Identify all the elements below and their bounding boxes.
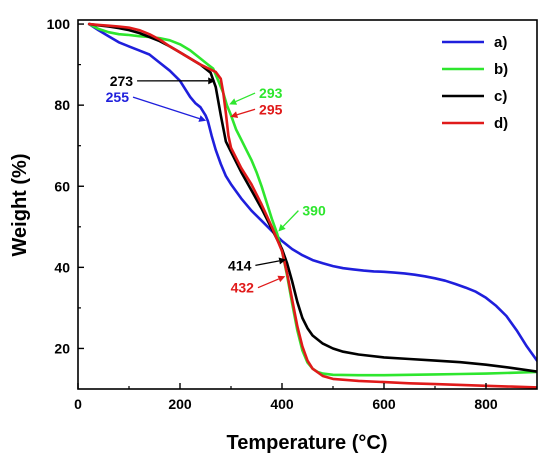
annotation-arrowhead-414 bbox=[278, 257, 287, 265]
annotation-arrowhead-390 bbox=[278, 223, 286, 232]
legend-label-c: c) bbox=[494, 88, 507, 105]
annotation-arrowhead-295 bbox=[230, 111, 239, 119]
annotation-arrow-432 bbox=[257, 278, 280, 289]
plot-frame bbox=[77, 19, 538, 390]
legend: a) b) c) d) bbox=[442, 34, 508, 132]
y-tick-label: 20 bbox=[54, 340, 70, 356]
y-axis-title: Weight (%) bbox=[9, 154, 31, 257]
series-line-c bbox=[87, 22, 537, 373]
annotation-arrowhead-432 bbox=[277, 275, 286, 283]
y-tick-label: 60 bbox=[54, 178, 70, 194]
annotation-arrowhead-255 bbox=[198, 115, 207, 122]
x-axis-title: Temperature (°C) bbox=[227, 432, 388, 454]
series-layer bbox=[87, 22, 537, 389]
annotation-label-293: 293 bbox=[259, 85, 283, 101]
x-tick-label: 200 bbox=[168, 396, 192, 412]
legend-label-d: d) bbox=[494, 115, 508, 132]
annotation-arrowhead-273 bbox=[208, 77, 216, 85]
axes-layer: 0 200 400 600 800 20 40 60 80 100 bbox=[47, 16, 498, 412]
series-line-b bbox=[87, 22, 537, 377]
y-tick-label: 80 bbox=[54, 97, 70, 113]
legend-label-b: b) bbox=[494, 61, 508, 78]
annotation-label-255: 255 bbox=[106, 89, 130, 105]
legend-label-a: a) bbox=[494, 34, 507, 51]
annotation-label-273: 273 bbox=[110, 73, 134, 89]
y-tick-label: 100 bbox=[47, 16, 71, 32]
series-line-d bbox=[87, 22, 537, 389]
annotation-label-390: 390 bbox=[302, 203, 326, 219]
x-tick-label: 400 bbox=[270, 396, 294, 412]
annotation-arrow-295 bbox=[236, 108, 256, 116]
annotation-arrow-390 bbox=[282, 210, 299, 227]
annotation-label-295: 295 bbox=[259, 101, 283, 117]
annotation-arrow-293 bbox=[235, 92, 256, 103]
annotation-label-414: 414 bbox=[228, 257, 252, 273]
y-tick-label: 40 bbox=[54, 259, 70, 275]
annotation-label-432: 432 bbox=[231, 280, 255, 296]
annotation-arrowhead-293 bbox=[229, 98, 238, 105]
x-tick-label: 0 bbox=[74, 396, 82, 412]
annotation-arrow-414 bbox=[255, 260, 280, 267]
series-line-a bbox=[87, 22, 537, 362]
x-tick-label: 800 bbox=[474, 396, 498, 412]
annotation-arrow-255 bbox=[132, 96, 200, 120]
x-tick-label: 600 bbox=[372, 396, 396, 412]
